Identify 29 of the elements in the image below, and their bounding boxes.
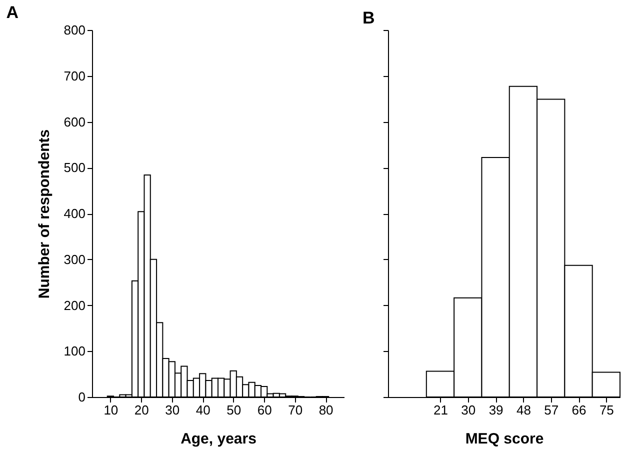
y-tick-label: 800 (64, 22, 86, 38)
x-tick-label: 70 (288, 402, 303, 418)
x-tick-label: 21 (434, 402, 448, 418)
x-tick-label: 30 (165, 402, 180, 418)
x-tick-label: 39 (488, 402, 504, 418)
y-tick-label: 0 (78, 390, 86, 404)
y-tick-label: 500 (64, 160, 86, 176)
x-tick-label: 48 (516, 402, 531, 418)
x-tick-label: 40 (196, 402, 210, 418)
x-tick-label: 50 (226, 402, 242, 418)
y-tick-label: 100 (64, 344, 86, 359)
x-tick-label: 60 (257, 402, 272, 418)
y-tick-label: 600 (64, 114, 86, 130)
x-tick-label: 75 (599, 402, 614, 418)
chart-title: A (6, 3, 19, 22)
y-tick-label: 400 (64, 206, 86, 221)
x-axis-title: MEQ score (465, 430, 544, 448)
x-tick-label: 57 (544, 402, 559, 418)
x-tick-label: 10 (104, 402, 118, 418)
x-tick-label: 30 (461, 402, 476, 418)
x-axis-title: Age, years (180, 430, 256, 448)
y-axis-title: Number of respondents (36, 129, 53, 299)
y-tick-label: 200 (64, 298, 86, 313)
y-tick-label: 300 (64, 252, 86, 267)
x-tick-label: 20 (134, 402, 149, 418)
x-tick-label: 66 (572, 402, 586, 418)
chart-title: B (362, 8, 375, 28)
y-tick-label: 700 (64, 68, 86, 84)
x-tick-label: 80 (318, 402, 334, 418)
